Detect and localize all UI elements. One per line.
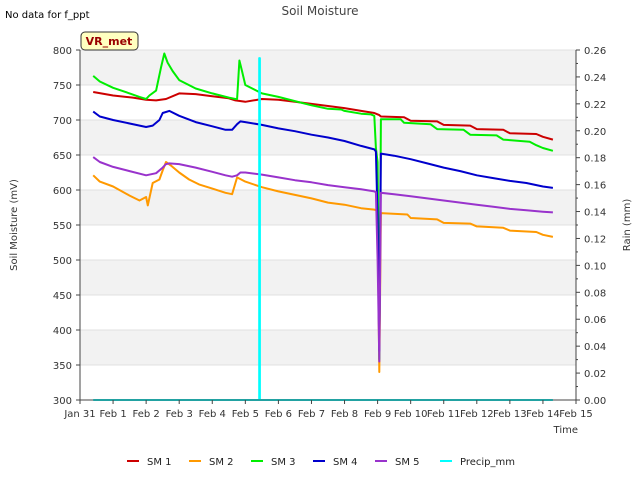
series-sm-4-line: [92, 109, 554, 352]
plot-band: [80, 225, 576, 260]
site-badge-box: [80, 31, 139, 51]
legend-label-sm-4: SM 4: [333, 457, 358, 468]
plot-band: [80, 50, 576, 85]
y2-tick-label: 0.20: [584, 127, 606, 138]
legend-label-precip-mm: Precip_mm: [460, 457, 515, 468]
y2-tick-label: 0.00: [584, 396, 606, 407]
y-tick-label: 350: [53, 361, 72, 372]
y2-tick-label: 0.18: [584, 154, 606, 165]
x-tick-label: Feb 10: [394, 409, 428, 420]
site-badge-label: VR_met: [86, 35, 133, 48]
series-sm-1-line: [93, 91, 554, 141]
y2-tick-label: 0.08: [584, 288, 606, 299]
x-tick-label: Feb 4: [199, 409, 226, 420]
y2-tick-label: 0.24: [584, 73, 606, 84]
x-tick-label: Feb 7: [298, 409, 325, 420]
x-tick-label: Feb 2: [133, 409, 160, 420]
x-tick-label: Feb 5: [232, 409, 259, 420]
y2-tick-label: 0.22: [584, 100, 606, 111]
y-tick-label: 550: [53, 221, 72, 232]
legend-label-sm-5: SM 5: [395, 457, 420, 468]
y-tick-label: 750: [53, 81, 72, 92]
x-tick-label: Jan 31: [63, 409, 95, 420]
x-axis-label: Time: [553, 425, 578, 436]
plot-band: [80, 330, 576, 365]
legend-label-sm-1: SM 1: [147, 457, 172, 468]
x-tick-label: Feb 1: [99, 409, 126, 420]
y2-axis-label: Rain (mm): [622, 199, 633, 252]
x-tick-label: Feb 11: [427, 409, 461, 420]
chart-title: Soil Moisture: [281, 4, 358, 18]
legend-label-sm-2: SM 2: [209, 457, 234, 468]
y2-tick-label: 0.02: [584, 369, 606, 380]
x-tick-label: Feb 14: [526, 409, 560, 420]
y2-tick-label: 0.12: [584, 234, 606, 245]
x-tick-label: Feb 13: [493, 409, 527, 420]
y-tick-label: 450: [53, 291, 72, 302]
y2-tick-label: 0.26: [584, 46, 606, 57]
no-data-note: No data for f_ppt: [5, 10, 90, 21]
plot-band: [80, 260, 576, 295]
x-tick-label: Feb 3: [166, 409, 193, 420]
y-tick-label: 400: [53, 326, 72, 337]
y-tick-label: 650: [53, 151, 72, 162]
y-tick-label: 300: [53, 396, 72, 407]
y-tick-label: 800: [53, 46, 72, 57]
x-tick-label: Feb 12: [460, 409, 494, 420]
y2-tick-label: 0.10: [584, 261, 606, 272]
series-sm-5-line: [92, 156, 553, 363]
series-sm-3-line: [92, 52, 554, 361]
y-tick-label: 500: [53, 256, 72, 267]
legend: SM 1 SM 2 SM 3 SM 4 SM 5 Precip_mm: [127, 457, 515, 468]
legend-label-sm-3: SM 3: [271, 457, 296, 468]
series-sm-2-line: [92, 161, 554, 373]
x-tick-label: Feb 9: [364, 409, 391, 420]
x-tick-label: Feb 8: [331, 409, 358, 420]
y2-tick-label: 0.14: [584, 208, 606, 219]
x-tick-label: Feb 15: [559, 409, 593, 420]
plot-band: [80, 295, 576, 330]
y-axis-label: Soil Moisture (mV): [9, 179, 20, 271]
y-tick-label: 700: [53, 116, 72, 127]
site-badge: VR_met: [80, 31, 139, 51]
axes: 300 350 400 450 500 550 600 650 700 750 800 0.00 0.0…: [53, 46, 606, 420]
y-tick-label: 600: [53, 186, 72, 197]
plot-band: [80, 365, 576, 400]
y2-tick-label: 0.04: [584, 342, 606, 353]
y2-tick-label: 0.06: [584, 315, 606, 326]
plot-band: [80, 85, 576, 120]
y2-tick-label: 0.16: [584, 181, 606, 192]
x-tick-label: Feb 6: [265, 409, 292, 420]
